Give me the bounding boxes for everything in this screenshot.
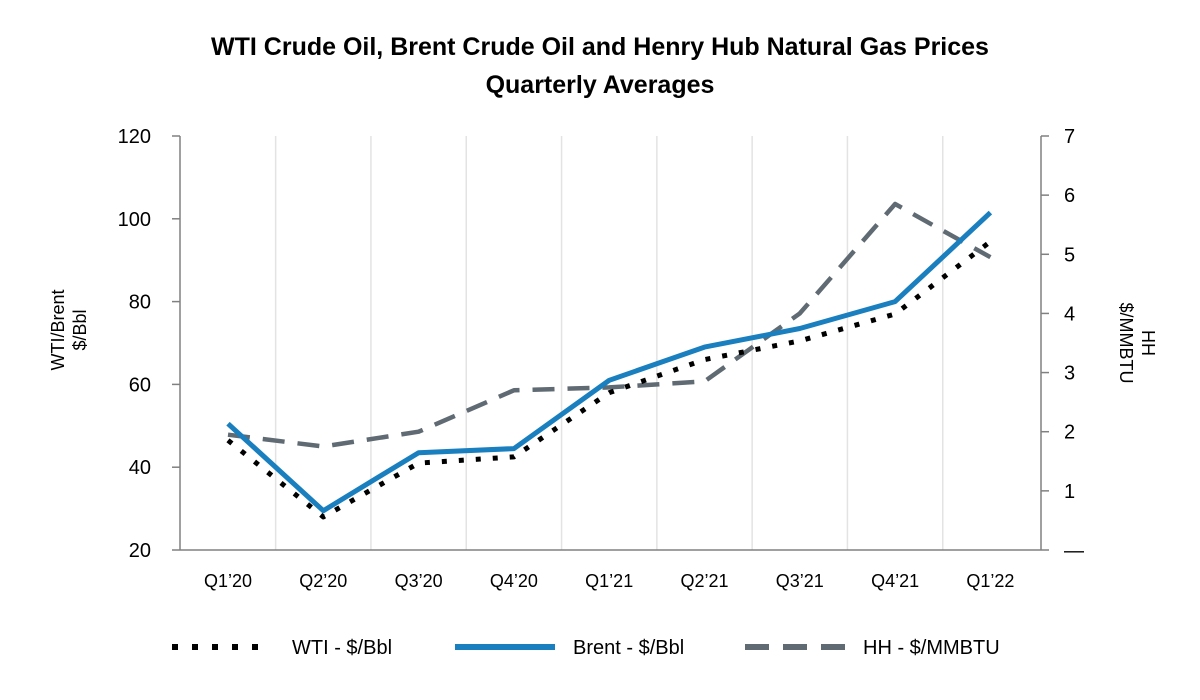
right-tick-label: 4 bbox=[1064, 303, 1075, 325]
x-tick-label: Q3’21 bbox=[776, 571, 824, 591]
series-lines bbox=[226, 201, 993, 520]
x-tick-label: Q4’21 bbox=[871, 571, 919, 591]
right-tick-label: 7 bbox=[1064, 126, 1075, 148]
right-tick-label: 1 bbox=[1064, 481, 1075, 503]
left-tick-label: 20 bbox=[129, 540, 151, 562]
right-axis-label-line2: $/MMBTU bbox=[1116, 303, 1136, 384]
right-tick-label: 6 bbox=[1064, 185, 1075, 207]
right-tick-label: — bbox=[1064, 540, 1084, 562]
legend-label-brent: Brent - $/Bbl bbox=[573, 637, 684, 659]
right-tick-label: 5 bbox=[1064, 244, 1075, 266]
x-axis-ticks: Q1’20 Q2’20 Q3’20 Q4’20 Q1’21 Q2’21 Q3’21 Q4’21… bbox=[204, 571, 1014, 591]
x-tick-label: Q1’20 bbox=[204, 571, 252, 591]
left-tick-label: 100 bbox=[118, 209, 151, 231]
legend-label-wti: WTI - $/Bbl bbox=[292, 637, 392, 659]
x-tick-label: Q4’20 bbox=[490, 571, 538, 591]
left-axis-label-line2: $/Bbl bbox=[70, 309, 90, 350]
chart-title: WTI Crude Oil, Brent Crude Oil and Henry… bbox=[211, 33, 989, 61]
x-tick-label: Q2’20 bbox=[299, 571, 347, 591]
right-tick-label: 2 bbox=[1064, 422, 1075, 444]
series-line-wti bbox=[226, 239, 992, 520]
left-tick-label: 60 bbox=[129, 374, 151, 396]
legend: WTI - $/Bbl Brent - $/Bbl HH - $/MMBTU bbox=[172, 637, 1000, 659]
chart-subtitle: Quarterly Averages bbox=[486, 71, 715, 99]
left-tick-label: 40 bbox=[129, 457, 151, 479]
series-line-brent bbox=[226, 210, 993, 514]
legend-label-hh: HH - $/MMBTU bbox=[863, 637, 1000, 659]
x-tick-label: Q2’21 bbox=[680, 571, 728, 591]
x-tick-label: Q3’20 bbox=[395, 571, 443, 591]
right-axis-ticks: — 1 2 3 4 5 6 7 bbox=[1041, 126, 1084, 562]
series-line-hh bbox=[227, 201, 992, 449]
x-tick-label: Q1’22 bbox=[966, 571, 1014, 591]
left-tick-label: 120 bbox=[118, 126, 151, 148]
right-tick-label: 3 bbox=[1064, 363, 1075, 385]
grid-lines bbox=[274, 136, 944, 550]
x-tick-label: Q1’21 bbox=[585, 571, 633, 591]
left-tick-label: 80 bbox=[129, 292, 151, 314]
left-axis-ticks: 20 40 60 80 100 120 bbox=[118, 126, 180, 562]
right-axis-label-line1: HH bbox=[1138, 330, 1158, 356]
left-axis-label-line1: WTI/Brent bbox=[48, 289, 68, 370]
